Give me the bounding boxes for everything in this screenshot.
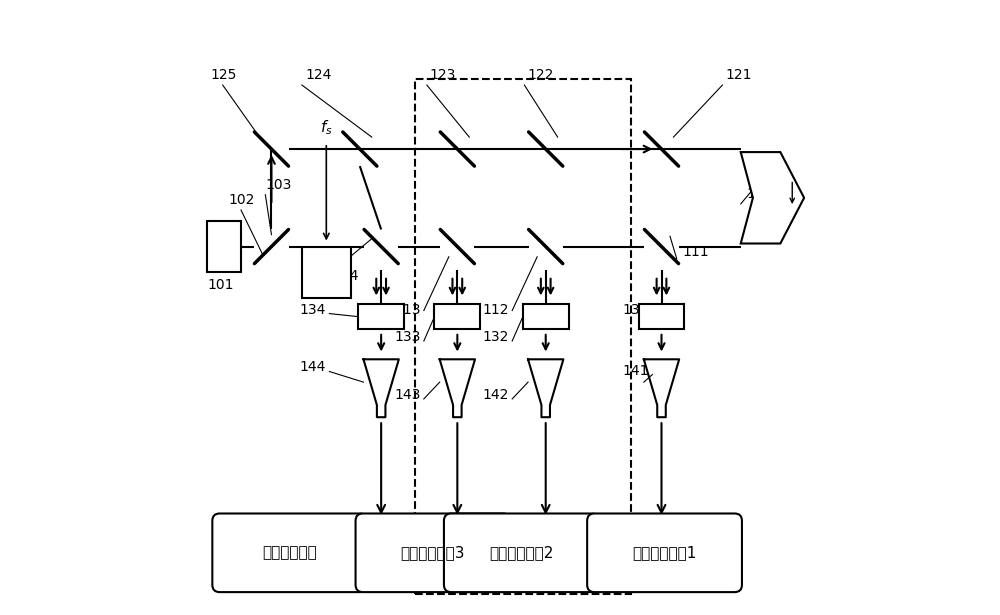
Bar bbox=[207, 221, 241, 272]
Polygon shape bbox=[741, 152, 804, 244]
Bar bbox=[523, 304, 569, 329]
FancyBboxPatch shape bbox=[356, 514, 510, 592]
Text: 131: 131 bbox=[623, 303, 649, 317]
Text: 112: 112 bbox=[483, 303, 509, 317]
Text: 123: 123 bbox=[430, 68, 456, 82]
Text: 134: 134 bbox=[300, 303, 326, 317]
Text: 114: 114 bbox=[332, 269, 359, 283]
Bar bbox=[358, 304, 404, 329]
Text: 115: 115 bbox=[747, 187, 773, 201]
Text: 122: 122 bbox=[527, 68, 554, 82]
Text: 111: 111 bbox=[683, 245, 709, 259]
Text: 113: 113 bbox=[394, 303, 421, 317]
Text: 102: 102 bbox=[229, 193, 255, 207]
Text: 143: 143 bbox=[394, 388, 421, 402]
Text: 132: 132 bbox=[483, 330, 509, 344]
Text: 测量信号输出2: 测量信号输出2 bbox=[489, 546, 554, 560]
Text: 133: 133 bbox=[394, 330, 421, 344]
Text: 144: 144 bbox=[300, 360, 326, 375]
Text: 测量信号输出1: 测量信号输出1 bbox=[632, 546, 697, 560]
FancyBboxPatch shape bbox=[212, 514, 367, 592]
Text: 参考信号输出: 参考信号输出 bbox=[262, 546, 317, 560]
Text: 142: 142 bbox=[483, 388, 509, 402]
Text: 101: 101 bbox=[207, 278, 234, 292]
Bar bbox=[302, 247, 351, 298]
FancyBboxPatch shape bbox=[444, 514, 599, 592]
Text: 121: 121 bbox=[725, 68, 752, 82]
Text: $f_s$: $f_s$ bbox=[320, 118, 333, 137]
FancyBboxPatch shape bbox=[587, 514, 742, 592]
Text: 124: 124 bbox=[305, 68, 331, 82]
Text: 125: 125 bbox=[211, 68, 237, 82]
Text: 测量信号输出3: 测量信号输出3 bbox=[401, 546, 465, 560]
Text: 141: 141 bbox=[623, 363, 649, 378]
Bar bbox=[434, 304, 480, 329]
Bar bbox=[415, 79, 631, 594]
Text: 103: 103 bbox=[265, 178, 292, 192]
Bar bbox=[639, 304, 684, 329]
